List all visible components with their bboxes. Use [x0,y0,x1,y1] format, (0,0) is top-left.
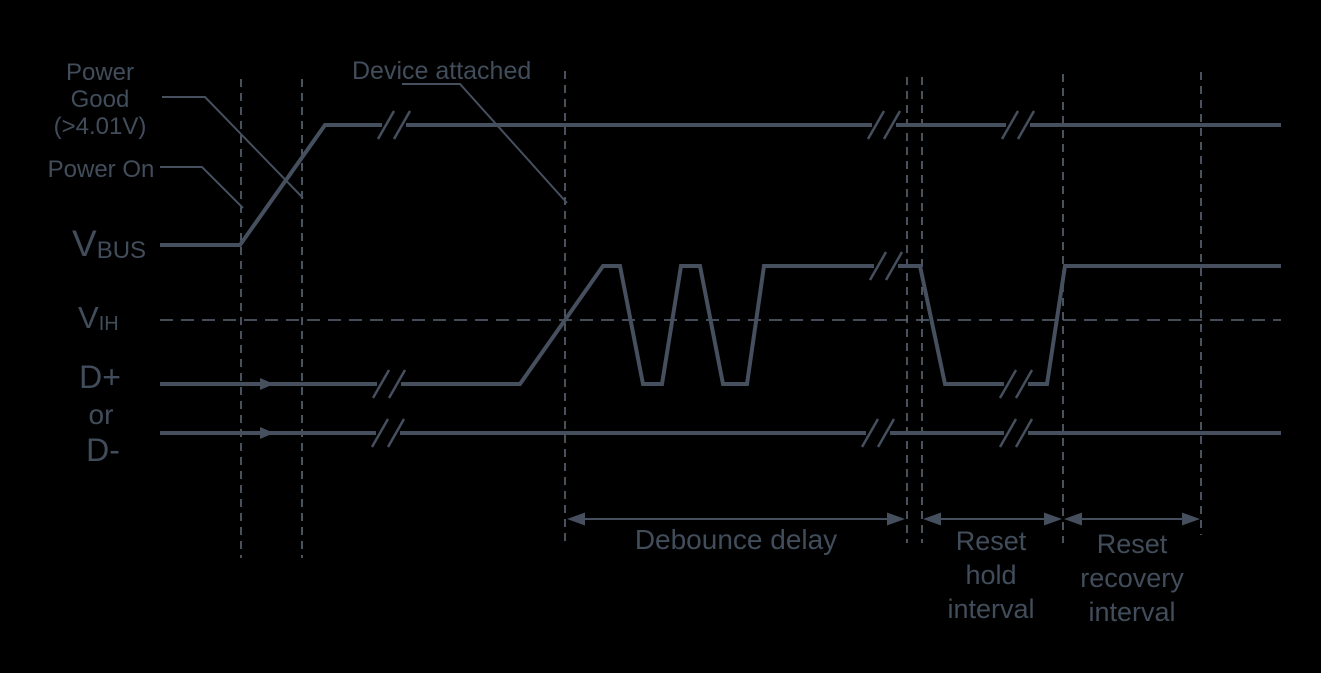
arrowhead-left-icon [923,512,941,526]
vih-label: VIH [78,300,119,335]
line-break-mark [1000,110,1036,140]
svg-text:Power: Power [66,59,134,86]
reset-recovery-arrow [1064,512,1200,526]
svg-text:hold: hold [965,560,1016,590]
vbus-waveform [160,123,1281,247]
or-label: or [89,399,114,430]
dminus-direction-arrow [260,427,274,439]
dplus-direction-arrow [260,378,274,390]
event-guide-lines [240,71,1202,558]
line-break-mark [998,369,1034,399]
arrowhead-left-icon [1064,512,1082,526]
debounce-delay-label: Debounce delay [635,524,837,555]
svg-text:(>4.01V): (>4.01V) [54,113,147,140]
svg-text:Reset: Reset [1097,529,1168,559]
dplus-waveform [160,264,1281,390]
device-attached-label: Device attached [352,57,531,85]
line-break-mark [860,418,896,448]
callout-leaders [160,83,568,209]
power-on-leader-line [160,166,244,209]
arrowhead-right-icon [1182,512,1200,526]
line-break-marks [370,110,1036,448]
vbus-label: VBUS [72,223,146,264]
svg-text:interval: interval [1088,597,1175,627]
svg-text:Reset: Reset [956,526,1027,556]
dminus-waveform [160,427,1281,439]
svg-text:interval: interval [947,594,1034,624]
arrowhead-right-icon [1044,512,1062,526]
reset-hold-interval-label: Reset hold interval [947,526,1034,624]
debounce-delay-arrow [567,512,905,526]
arrowhead-left-icon [567,512,585,526]
device-attached-leader-line [402,83,568,204]
text-labels: Power Good (>4.01V) Power On VBUS VIH D+… [48,57,1185,627]
line-break-mark [371,369,407,399]
power-on-label: Power On [48,156,155,183]
reset-hold-arrow [923,512,1062,526]
dminus-label: D- [86,432,120,468]
svg-text:recovery: recovery [1080,563,1184,593]
line-break-mark [868,251,904,281]
interval-arrows [567,512,1200,526]
power-good-leader-line [162,96,304,199]
dplus-label: D+ [79,359,121,395]
arrowhead-right-icon [887,512,905,526]
svg-text:Good: Good [71,86,130,113]
reset-recovery-interval-label: Reset recovery interval [1080,529,1184,627]
line-break-mark [866,110,902,140]
line-break-mark [376,110,412,140]
line-break-mark [370,418,406,448]
power-good-label: Power Good (>4.01V) [54,59,147,140]
line-break-mark [998,418,1034,448]
